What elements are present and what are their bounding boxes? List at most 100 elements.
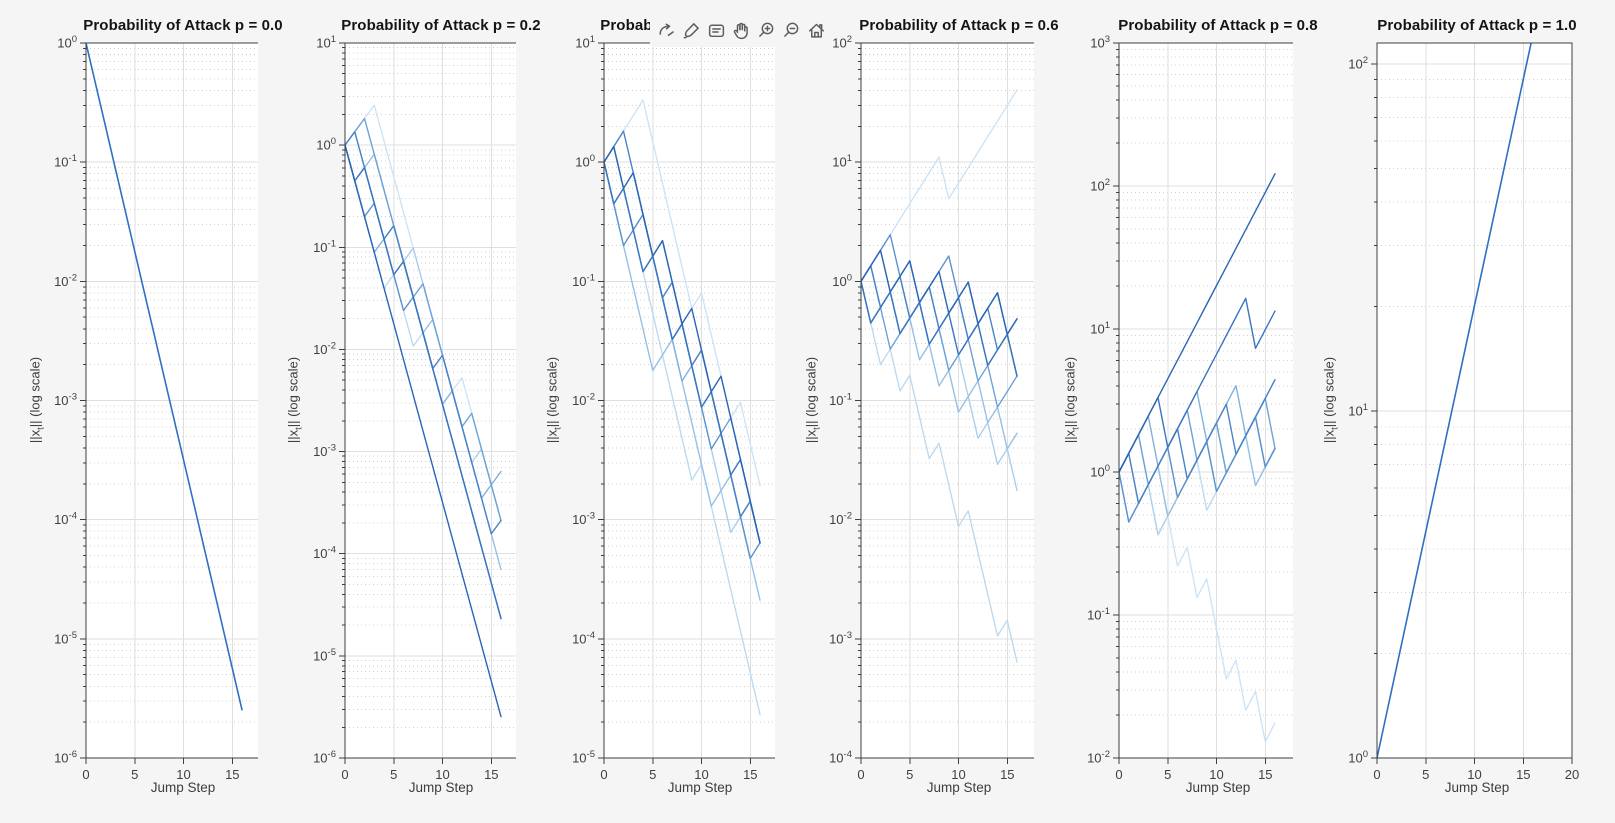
series-group <box>86 43 243 711</box>
trajectory-run-3 <box>1119 379 1276 505</box>
y-tick-label: 10-2 <box>572 392 595 409</box>
trajectory-run-1 <box>345 144 502 718</box>
y-tick-label: 101 <box>316 34 336 51</box>
x-tick-label: 5 <box>1164 767 1171 782</box>
major-gridlines <box>1119 43 1293 758</box>
y-tick-label: 10-3 <box>54 392 77 409</box>
x-tick-label: 10 <box>176 767 190 782</box>
x-axis-label: Jump Step <box>150 780 216 795</box>
major-gridlines <box>861 43 1034 758</box>
y-tick-label: 10-3 <box>313 443 336 460</box>
minor-gridlines <box>1119 49 1293 716</box>
x-axis-label: Jump Step <box>1185 780 1251 795</box>
x-tick-label: 0 <box>600 767 607 782</box>
tick-marks <box>598 42 751 764</box>
minor-gridlines <box>1377 79 1572 654</box>
zoom-out-button[interactable] <box>780 16 802 44</box>
y-tick-label: 10-6 <box>54 749 77 766</box>
datatips-icon <box>708 23 724 37</box>
y-tick-label: 10-2 <box>313 340 336 357</box>
y-tick-label: 100 <box>832 272 852 289</box>
trajectory-run-9 <box>861 280 1018 663</box>
restore-view-icon <box>808 23 824 38</box>
tick-marks <box>1371 63 1573 764</box>
plot-title: Probability of Attack p = 0.8 <box>1118 17 1318 34</box>
subplot-p-0.4: Probability of Attack p = 0.4 ||xt|| (lo… <box>517 0 800 823</box>
tick-marks <box>80 42 233 764</box>
export-button[interactable] <box>655 16 677 44</box>
trajectory-trajectory <box>86 43 243 711</box>
y-tick-label: 10-4 <box>313 545 336 562</box>
x-axis-label: Jump Step <box>926 780 992 795</box>
minor-gridlines <box>345 47 516 728</box>
minor-gridlines <box>86 48 258 723</box>
x-tick-label: 15 <box>1516 767 1530 782</box>
plot-title: Probability of Attack p = 0.0 <box>83 17 283 34</box>
tick-marks <box>1113 42 1266 764</box>
trajectory-run-10 <box>604 99 761 487</box>
subplot-p-0.8: Probability of Attack p = 0.8 ||xt|| (lo… <box>1035 0 1318 823</box>
y-tick-label: 10-5 <box>572 749 595 766</box>
y-tick-label: 10-2 <box>1087 749 1110 766</box>
y-tick-label: 10-5 <box>54 630 77 647</box>
trajectory-run-1 <box>1119 173 1276 473</box>
x-tick-label: 0 <box>1373 767 1380 782</box>
x-tick-label: 0 <box>857 767 864 782</box>
y-tick-label: 100 <box>575 153 595 170</box>
y-tick-label: 10-1 <box>829 392 852 409</box>
series-group <box>345 104 502 718</box>
x-axis-label: Jump Step <box>667 780 733 795</box>
x-tick-label: 10 <box>1467 767 1481 782</box>
zoom-out-icon <box>783 22 798 37</box>
x-tick-label: 5 <box>390 767 397 782</box>
datatips-button[interactable] <box>705 16 727 44</box>
brush-button[interactable] <box>680 16 702 44</box>
plot-canvas[interactable]: 102 101 100 0 5 10 15 20 <box>1294 0 1615 823</box>
y-tick-label: 100 <box>316 136 336 153</box>
y-tick-label: 10-6 <box>313 749 336 766</box>
plot-area[interactable] <box>345 43 516 758</box>
zoom-in-button[interactable] <box>755 16 777 44</box>
brush-icon <box>683 22 699 38</box>
x-tick-label: 0 <box>82 767 89 782</box>
y-tick-label: 10-1 <box>572 272 595 289</box>
plot-title: Probability of Attack p = 1.0 <box>1377 17 1577 34</box>
x-tick-label: 10 <box>1209 767 1223 782</box>
x-tick-label: 10 <box>951 767 965 782</box>
x-tick-label: 10 <box>435 767 449 782</box>
tick-marks <box>339 42 492 764</box>
trajectory-run-2 <box>861 280 1018 377</box>
y-tick-label: 10-5 <box>313 647 336 664</box>
pan-button[interactable] <box>730 16 752 44</box>
y-tick-label: 10-1 <box>54 153 77 170</box>
series-group <box>1119 173 1276 743</box>
trajectory-run-2 <box>345 144 502 620</box>
restore-view-button[interactable] <box>805 16 827 44</box>
series-group <box>1377 43 1532 758</box>
major-gridlines <box>1377 43 1572 758</box>
series-group <box>604 99 761 716</box>
subplot-p-0.2: Probability of Attack p = 0.2 ||xt|| (lo… <box>258 0 541 823</box>
y-tick-label: 103 <box>1090 34 1110 51</box>
x-axis-label: Jump Step <box>408 780 474 795</box>
x-axis-label: Jump Step <box>1444 780 1510 795</box>
major-gridlines <box>86 43 258 758</box>
plot-title: Probability of Attack p = 0.2 <box>341 17 541 34</box>
plot-area[interactable] <box>1119 43 1293 758</box>
x-tick-label: 10 <box>694 767 708 782</box>
x-tick-label: 15 <box>743 767 757 782</box>
pan-icon <box>733 22 748 39</box>
x-tick-label: 0 <box>341 767 348 782</box>
y-tick-label: 10-2 <box>829 511 852 528</box>
subplot-p-0.6: Probability of Attack p = 0.6 ||xt|| (lo… <box>776 0 1059 823</box>
series-group <box>861 89 1018 663</box>
trajectory-run-1 <box>604 145 761 544</box>
trajectory-trajectory <box>1377 43 1532 758</box>
y-tick-label: 10-4 <box>829 749 852 766</box>
